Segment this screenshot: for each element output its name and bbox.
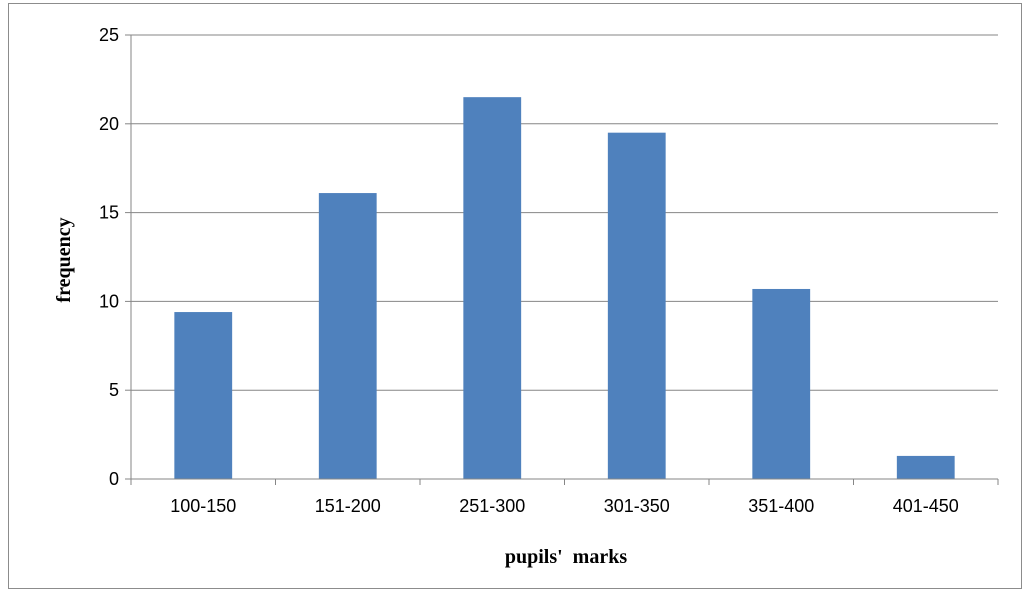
y-tick-labels: 0 5 10 15 20 25 [99, 25, 119, 489]
y-tick-label: 20 [99, 114, 119, 134]
bar-100-150 [174, 312, 233, 479]
x-tick-label: 151-200 [315, 496, 381, 516]
gridlines [131, 34, 998, 391]
y-tick-label: 15 [99, 203, 119, 223]
y-tick-label: 0 [109, 469, 119, 489]
axes [125, 34, 999, 485]
bar-351-400 [752, 288, 811, 479]
bar-251-300 [463, 97, 522, 479]
x-axis-title: pupils' marks [505, 546, 627, 568]
y-axis-title: frequency [53, 217, 75, 302]
bar-401-450 [896, 455, 955, 479]
bar-301-350 [607, 132, 666, 479]
x-tick-label: 251-300 [459, 496, 525, 516]
x-tick-label: 351-400 [748, 496, 814, 516]
y-tick-label: 25 [99, 25, 119, 45]
x-tick-label: 100-150 [170, 496, 236, 516]
y-tick-label: 10 [99, 291, 119, 311]
bars [174, 97, 955, 479]
x-tick-labels: 100-150 151-200 251-300 301-350 351-400 401-4… [170, 496, 959, 516]
y-tick-label: 5 [109, 380, 119, 400]
x-tick-label: 301-350 [604, 496, 670, 516]
bar-151-200 [318, 193, 377, 479]
x-tick-label: 401-450 [893, 496, 959, 516]
